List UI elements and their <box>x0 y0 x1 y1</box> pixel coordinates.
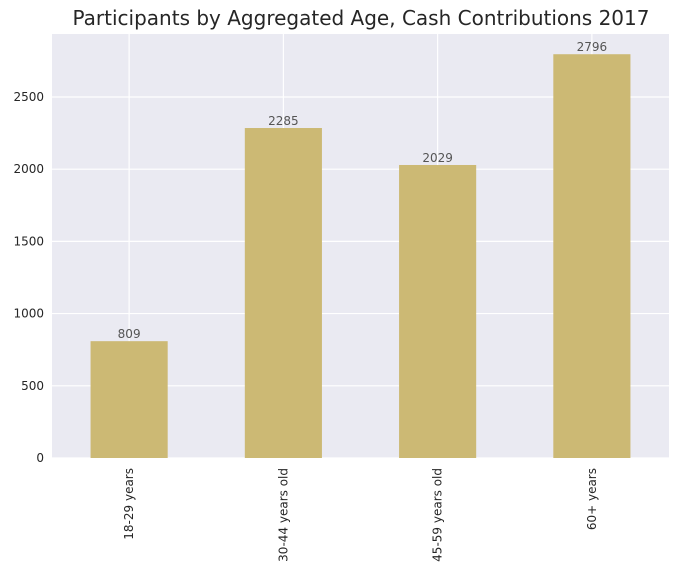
bar <box>244 128 322 459</box>
x-tick-label: 45-59 years old <box>431 468 445 562</box>
bars <box>90 54 631 459</box>
chart-title: Participants by Aggregated Age, Cash Con… <box>73 6 650 30</box>
x-tick-label: 60+ years <box>585 468 599 530</box>
x-tick-label: 18-29 years <box>122 468 136 540</box>
bar-value-label: 2796 <box>577 40 608 54</box>
y-axis-ticks: 0 500 1000 1500 2000 2500 <box>13 90 44 465</box>
x-axis-ticks: 18-29 years 30-44 years old 45-59 years ol… <box>122 468 599 562</box>
y-tick-label: 2500 <box>13 90 44 104</box>
bar <box>90 341 168 458</box>
y-tick-label: 0 <box>36 451 44 465</box>
x-tick-label: 30-44 years old <box>276 468 290 562</box>
y-tick-label: 2000 <box>13 162 44 176</box>
bar-value-label: 2285 <box>268 114 299 128</box>
bar-value-label: 809 <box>118 327 141 341</box>
y-tick-label: 1500 <box>13 234 44 248</box>
bar <box>553 54 631 458</box>
data-labels: 809 2285 2029 2796 <box>118 40 607 341</box>
bar <box>399 164 477 459</box>
y-tick-label: 1000 <box>13 307 44 321</box>
bar-value-label: 2029 <box>422 151 453 165</box>
y-tick-label: 500 <box>21 379 44 393</box>
